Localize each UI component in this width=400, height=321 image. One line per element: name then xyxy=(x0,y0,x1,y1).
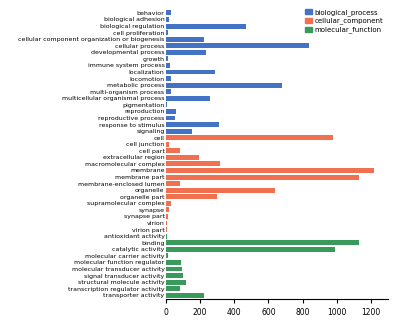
Bar xyxy=(166,50,206,55)
Bar xyxy=(166,181,180,186)
Bar xyxy=(166,260,180,265)
Bar xyxy=(166,286,180,291)
Bar xyxy=(166,30,168,35)
Bar xyxy=(166,23,246,29)
Bar xyxy=(166,293,204,298)
Bar xyxy=(166,37,204,42)
Bar xyxy=(166,109,176,114)
Bar xyxy=(166,70,215,74)
Bar xyxy=(166,63,170,68)
Bar xyxy=(166,194,217,199)
Bar xyxy=(166,17,168,22)
Bar xyxy=(166,43,310,48)
Bar xyxy=(166,122,219,127)
Bar xyxy=(166,76,171,81)
Bar xyxy=(166,253,168,258)
Bar xyxy=(166,214,168,219)
Bar xyxy=(166,129,192,134)
Bar xyxy=(166,201,171,206)
Bar xyxy=(166,148,180,153)
Bar xyxy=(166,221,167,225)
Bar xyxy=(166,227,167,232)
Bar xyxy=(166,280,186,285)
Bar xyxy=(166,155,199,160)
Bar xyxy=(166,102,167,107)
Bar xyxy=(166,161,220,166)
Bar xyxy=(166,89,171,94)
Bar xyxy=(166,273,183,278)
Bar xyxy=(166,116,175,120)
Bar xyxy=(166,234,167,239)
Bar xyxy=(166,11,171,15)
Bar xyxy=(166,56,168,61)
Bar xyxy=(166,142,170,147)
Bar xyxy=(166,247,335,252)
Legend: biological_process, cellular_component, molecular_function: biological_process, cellular_component, … xyxy=(303,7,384,35)
Bar xyxy=(166,168,374,173)
Bar xyxy=(166,83,282,88)
Bar xyxy=(166,207,170,213)
Bar xyxy=(166,266,182,272)
Bar xyxy=(166,188,275,193)
Bar xyxy=(166,175,359,179)
Bar xyxy=(166,96,210,101)
Bar xyxy=(166,240,359,245)
Bar xyxy=(166,135,333,140)
